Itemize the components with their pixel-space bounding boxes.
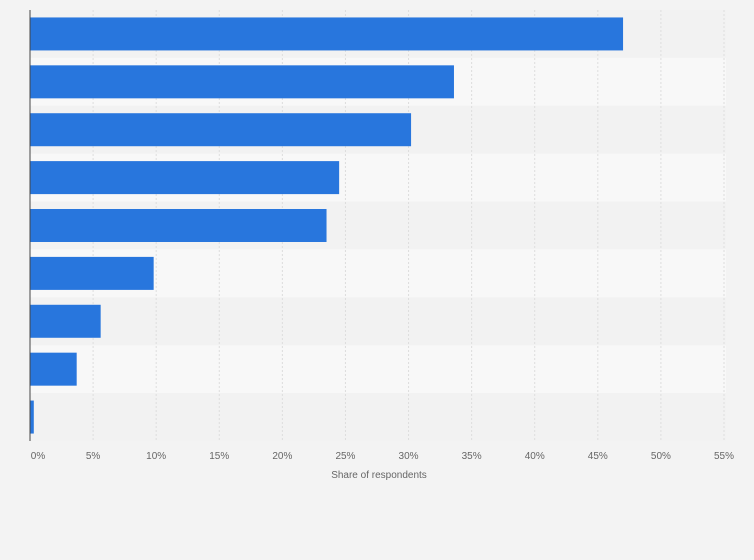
- row-band: [30, 297, 726, 346]
- bars: [30, 17, 624, 434]
- x-tick-label: 35%: [462, 451, 482, 462]
- x-tick-labels: 0% 5% 10% 15% 20% 25% 30% 35% 40% 45% 50% 55%: [31, 451, 734, 462]
- x-tick-label: 55%: [714, 451, 734, 462]
- x-tick-label: 15%: [209, 451, 229, 462]
- bar[interactable]: [30, 113, 412, 147]
- bar[interactable]: [30, 256, 154, 290]
- x-tick-label: 45%: [588, 451, 608, 462]
- x-tick-label: 0%: [31, 451, 46, 462]
- x-tick-label: 40%: [525, 451, 545, 462]
- row-band: [30, 345, 726, 394]
- x-tick-label: 25%: [335, 451, 355, 462]
- x-tick-label: 50%: [651, 451, 671, 462]
- bar[interactable]: [30, 17, 624, 51]
- bar[interactable]: [30, 161, 340, 195]
- bar[interactable]: [30, 304, 101, 338]
- x-tick-label: 30%: [399, 451, 419, 462]
- bar[interactable]: [30, 65, 454, 99]
- x-tick-label: 10%: [146, 451, 166, 462]
- bar[interactable]: [30, 400, 34, 434]
- x-tick-label: 20%: [272, 451, 292, 462]
- x-axis-title: Share of respondents: [331, 470, 427, 481]
- bar[interactable]: [30, 209, 327, 242]
- row-band: [30, 393, 726, 441]
- x-tick-label: 5%: [86, 451, 101, 462]
- bar[interactable]: [30, 352, 77, 386]
